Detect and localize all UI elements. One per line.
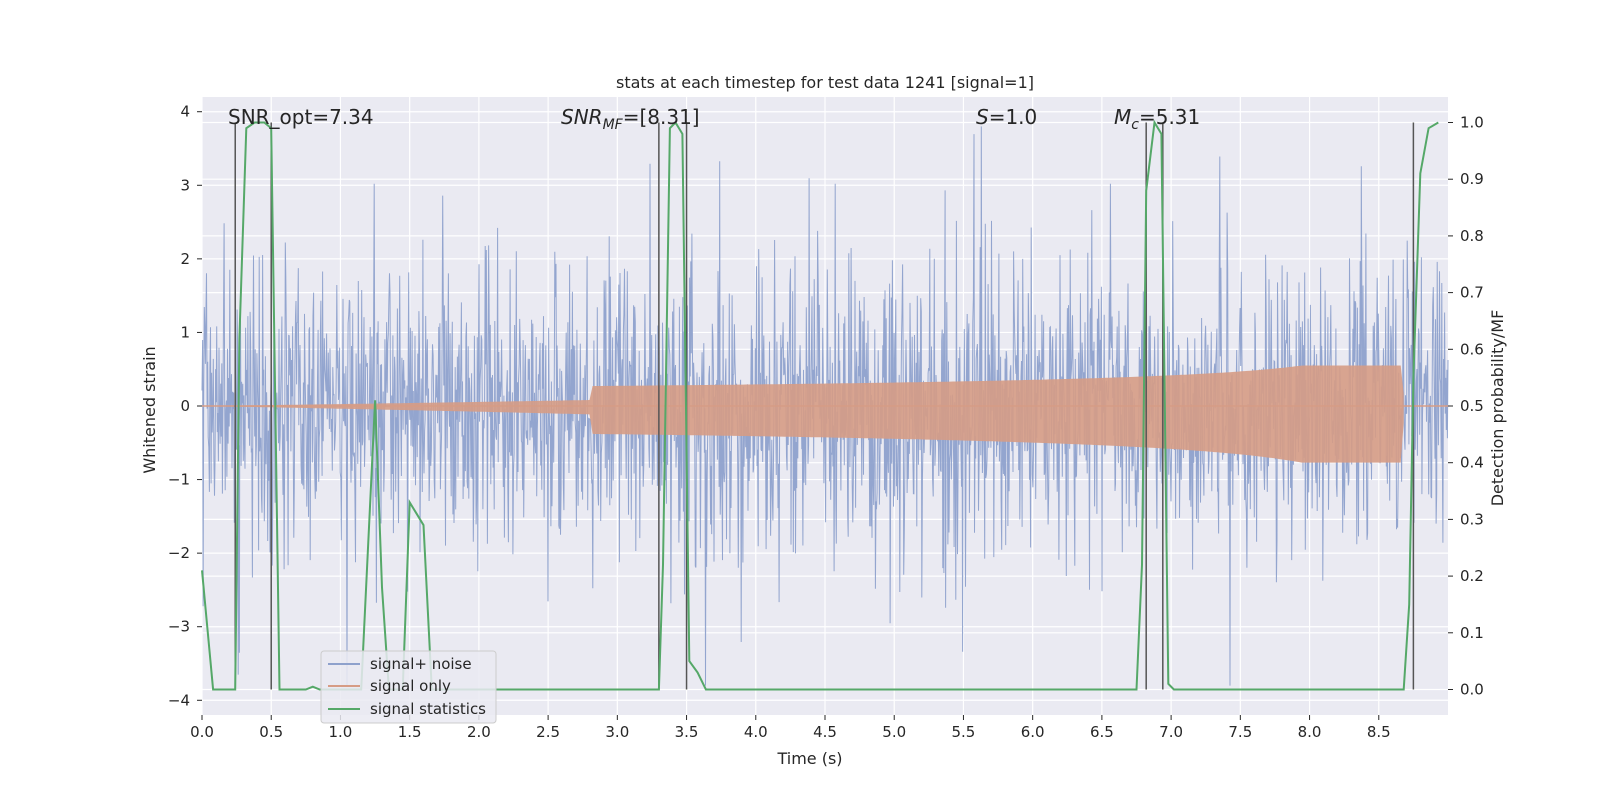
snr-mf-sub: MF <box>603 117 624 133</box>
s-value: =1.0 <box>989 105 1038 129</box>
x-tick-label: 0.5 <box>259 723 283 741</box>
s-letter: S <box>976 105 989 129</box>
x-tick-label: 6.5 <box>1090 723 1114 741</box>
y-right-tick-label: 0.8 <box>1460 227 1484 245</box>
y-right-tick-label: 0.1 <box>1460 624 1484 642</box>
chart-title: stats at each timestep for test data 124… <box>616 73 1034 92</box>
x-tick-label: 7.5 <box>1228 723 1252 741</box>
x-axis-label: Time (s) <box>776 749 842 768</box>
x-ticks: 0.0 0.5 1.0 1.5 2.0 2.5 3.0 3.5 4.0 4.5 5.0 5.5 6.0 6… <box>190 715 1391 741</box>
y-left-tick-label: 1 <box>180 323 190 341</box>
snr-mf-base: SNR <box>561 105 603 129</box>
y-right-tick-label: 0.5 <box>1460 397 1484 415</box>
x-tick-label: 5.0 <box>882 723 906 741</box>
legend: signal+ noise signal only signal statist… <box>320 650 497 724</box>
y-left-tick-label: 0 <box>180 397 190 415</box>
x-tick-label: 3.0 <box>605 723 629 741</box>
y-right-tick-label: 1.0 <box>1460 114 1484 132</box>
y-right-ticks: 1.0 0.9 0.8 0.7 0.6 0.5 0.4 0.3 0.2 0.1 0.0 <box>1448 114 1484 698</box>
annotation-snr-mf: SNRMF=[8.31] <box>561 105 700 133</box>
x-tick-label: 2.0 <box>467 723 491 741</box>
x-tick-label: 1.0 <box>329 723 353 741</box>
mc-sub: c <box>1131 117 1139 133</box>
y-left-tick-label: −3 <box>168 618 190 636</box>
legend-label-signal-statistics: signal statistics <box>370 700 486 718</box>
x-tick-label: 1.5 <box>398 723 422 741</box>
x-tick-label: 5.5 <box>952 723 976 741</box>
y-right-tick-label: 0.4 <box>1460 454 1484 472</box>
y-left-tick-label: −1 <box>168 471 190 489</box>
annotation-mc: Mc=5.31 <box>1114 105 1200 133</box>
y-left-tick-label: 3 <box>180 176 190 194</box>
x-tick-label: 4.5 <box>813 723 837 741</box>
x-tick-label: 7.0 <box>1159 723 1183 741</box>
y-left-tick-label: 4 <box>180 103 190 121</box>
y-right-tick-label: 0.2 <box>1460 567 1484 585</box>
mc-letter: M <box>1114 105 1131 129</box>
y-left-tick-label: 2 <box>180 250 190 268</box>
x-tick-label: 3.5 <box>675 723 699 741</box>
legend-box <box>320 650 497 724</box>
y-right-axis-label: Detection probability/MF <box>1488 310 1507 507</box>
x-tick-label: 0.0 <box>190 723 214 741</box>
y-right-tick-label: 0.9 <box>1460 170 1484 188</box>
x-tick-label: 4.0 <box>744 723 768 741</box>
y-left-axis-label: Whitened strain <box>140 346 159 473</box>
y-right-tick-label: 0.3 <box>1460 510 1484 528</box>
signal-only-band <box>202 365 1404 463</box>
legend-label-signal-only: signal only <box>370 677 451 695</box>
y-left-tick-label: −4 <box>168 691 190 709</box>
y-right-tick-label: 0.0 <box>1460 680 1484 698</box>
x-tick-label: 8.0 <box>1298 723 1322 741</box>
x-tick-label: 2.5 <box>536 723 560 741</box>
x-tick-label: 8.5 <box>1367 723 1391 741</box>
annotation-snr-opt: SNR_opt=7.34 <box>228 105 374 129</box>
y-right-tick-label: 0.7 <box>1460 284 1484 302</box>
signal-only-series <box>202 365 1448 463</box>
snr-mf-value: =[8.31] <box>623 105 700 129</box>
y-left-ticks: 4 3 2 1 0 −1 −2 −3 −4 <box>168 103 202 709</box>
annotation-s: S=1.0 <box>976 105 1037 129</box>
legend-label-signal-noise: signal+ noise <box>370 655 472 673</box>
y-left-tick-label: −2 <box>168 544 190 562</box>
y-right-tick-label: 0.6 <box>1460 340 1484 358</box>
x-tick-label: 6.0 <box>1021 723 1045 741</box>
mc-value: =5.31 <box>1139 105 1200 129</box>
